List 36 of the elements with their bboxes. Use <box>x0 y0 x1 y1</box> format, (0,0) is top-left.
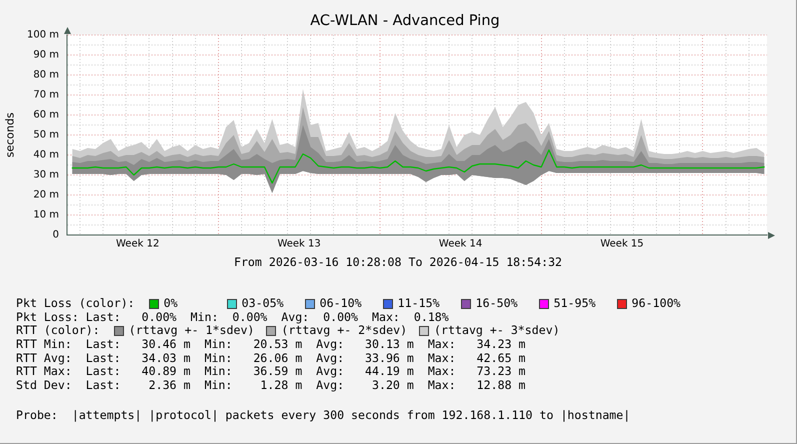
text: RTT Min: Last: 30.46 m Min: 20.53 m Avg: 30.13 m Max: 34.23 m <box>16 337 526 352</box>
y-tick-label: 90 m <box>33 50 59 61</box>
y-tick-label: 0 <box>52 230 59 241</box>
legend-label: 11-15% <box>398 296 440 311</box>
text: RTT (color): <box>16 323 100 338</box>
y-tick-label: 30 m <box>33 170 59 181</box>
x-tick-label: Week 13 <box>277 238 321 250</box>
legend-label: (rttavg +- 3*sdev) <box>434 323 560 338</box>
text: Pkt Loss: Last: 0.00% Min: 0.00% Avg: 0.00% Max: 0.18% <box>16 310 449 324</box>
y-tick-label: 50 m <box>33 130 59 141</box>
legend-label: (rttavg +- 1*sdev) <box>128 323 254 338</box>
text: RTT Max: Last: 40.89 m Min: 36.59 m Avg: 44.19 m Max: 73.23 m <box>16 364 526 379</box>
x-tick-label: Week 14 <box>438 238 482 250</box>
legend-label: (rttavg +- 2*sdev) <box>281 323 408 338</box>
y-tick-label: 100 m <box>26 30 59 41</box>
legend-label: 51-95% <box>554 296 596 311</box>
x-tick-label: Week 15 <box>600 238 644 250</box>
legend-label: 16-50% <box>476 296 518 311</box>
x-axis-title: From 2026-03-16 10:28:08 To 2026-04-15 18:54:32 <box>234 255 562 270</box>
x-tick-label: Week 12 <box>116 238 160 250</box>
y-tick-label: 20 m <box>33 190 59 201</box>
legend-label: 03-05% <box>242 296 284 311</box>
legend-label: 0% <box>164 296 178 311</box>
y-tick-label: 80 m <box>33 70 59 81</box>
text: RTT Avg: Last: 34.03 m Min: 26.06 m Avg: 33.96 m Max: 42.65 m <box>16 350 526 366</box>
text: Probe: |attempts| |protocol| packets every 300 seconds from 192.168.1.110 to |hostname| <box>16 408 630 423</box>
text: Pkt Loss (color): <box>16 296 135 311</box>
text: Std Dev: Last: 2.36 m Min: 1.28 m Avg: 3.20 m Max: 12.88 m <box>16 378 526 392</box>
y-tick-label: 70 m <box>33 90 59 101</box>
legend-label: 96-100% <box>632 296 681 311</box>
chart-title: AC-WLAN - Advanced Ping <box>310 13 500 30</box>
y-tick-label: 60 m <box>33 110 59 121</box>
legend-label: 06-10% <box>320 296 362 311</box>
y-tick-label: 10 m <box>33 210 59 221</box>
y-tick-label: 40 m <box>33 150 59 161</box>
y-axis-title: seconds <box>3 112 16 158</box>
